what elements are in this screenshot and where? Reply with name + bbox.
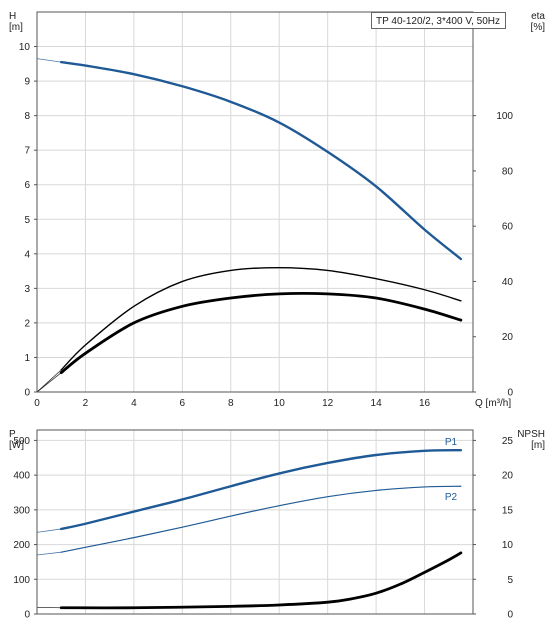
y-right-axis-label: NPSH xyxy=(517,429,545,440)
y-left-tick-label: 4 xyxy=(24,249,30,260)
y-left-tick-label: 500 xyxy=(13,436,30,447)
y-left-tick-label: 100 xyxy=(13,575,30,586)
series-extension-line xyxy=(36,528,62,533)
y-left-tick-label: 3 xyxy=(24,284,30,295)
x-tick-label: 12 xyxy=(322,398,334,409)
y-right-tick-label: 0 xyxy=(507,388,513,399)
y-left-axis-label: P xyxy=(9,429,16,440)
y-left-tick-label: 8 xyxy=(24,111,30,122)
y-left-tick-label: 400 xyxy=(13,471,30,482)
x-tick-label: 10 xyxy=(274,398,286,409)
y-right-tick-label: 15 xyxy=(502,505,514,516)
y-left-tick-label: 2 xyxy=(24,318,30,329)
x-tick-label: 14 xyxy=(371,398,383,409)
x-tick-label: 0 xyxy=(34,398,40,409)
y-left-axis-label: H xyxy=(9,11,16,22)
y-right-axis-unit: [m] xyxy=(531,440,545,451)
y-right-tick-label: 25 xyxy=(502,436,514,447)
y-left-tick-label: 200 xyxy=(13,540,30,551)
header-label-box: TP 40-120/2, 3*400 V, 50Hz xyxy=(371,12,506,29)
y-left-tick-label: 0 xyxy=(24,388,30,399)
series-line-p1 xyxy=(60,448,463,531)
y-right-tick-label: 40 xyxy=(502,277,514,288)
y-left-axis-unit: [m] xyxy=(9,22,23,33)
y-right-tick-label: 20 xyxy=(502,471,514,482)
series-label-p1: P1 xyxy=(445,437,458,448)
y-right-tick-label: 60 xyxy=(502,222,514,233)
y-left-tick-label: 5 xyxy=(24,215,30,226)
y-left-tick-label: 6 xyxy=(24,180,30,191)
y-left-tick-label: 7 xyxy=(24,146,30,157)
series-extension-line xyxy=(36,58,62,63)
y-left-tick-label: 1 xyxy=(24,353,30,364)
y-left-tick-label: 300 xyxy=(13,505,30,516)
x-tick-label: 16 xyxy=(419,398,431,409)
y-right-axis-unit: [%] xyxy=(531,22,546,33)
y-left-tick-label: 10 xyxy=(19,42,31,53)
y-right-tick-label: 100 xyxy=(496,111,513,122)
x-tick-label: 4 xyxy=(131,398,137,409)
series-line-p1-s2 xyxy=(59,551,463,610)
x-tick-label: 2 xyxy=(83,398,89,409)
header-label: TP 40-120/2, 3*400 V, 50Hz xyxy=(376,16,500,27)
plot-frame xyxy=(36,11,474,393)
plot-frame xyxy=(36,429,474,615)
x-axis-label: Q [m³/h] xyxy=(475,398,511,409)
series-line-p0-s0 xyxy=(60,60,463,261)
y-right-tick-label: 80 xyxy=(502,166,514,177)
series-extension-line xyxy=(36,551,62,556)
y-right-tick-label: 20 xyxy=(502,332,514,343)
series-line-p0-s1 xyxy=(60,266,462,371)
series-line-p2 xyxy=(60,485,462,553)
series-line-p0-s2 xyxy=(59,291,463,375)
y-right-axis-label: eta xyxy=(531,11,545,22)
series-extension-line xyxy=(36,372,62,393)
y-right-tick-label: 5 xyxy=(507,575,513,586)
series-label-p2: P2 xyxy=(445,492,458,503)
y-right-tick-label: 0 xyxy=(507,610,513,621)
y-right-tick-label: 10 xyxy=(502,540,514,551)
y-left-tick-label: 0 xyxy=(24,610,30,621)
x-tick-label: 8 xyxy=(228,398,234,409)
y-left-tick-label: 9 xyxy=(24,77,30,88)
y-left-axis-unit: [W] xyxy=(9,440,24,451)
x-tick-label: 6 xyxy=(180,398,186,409)
